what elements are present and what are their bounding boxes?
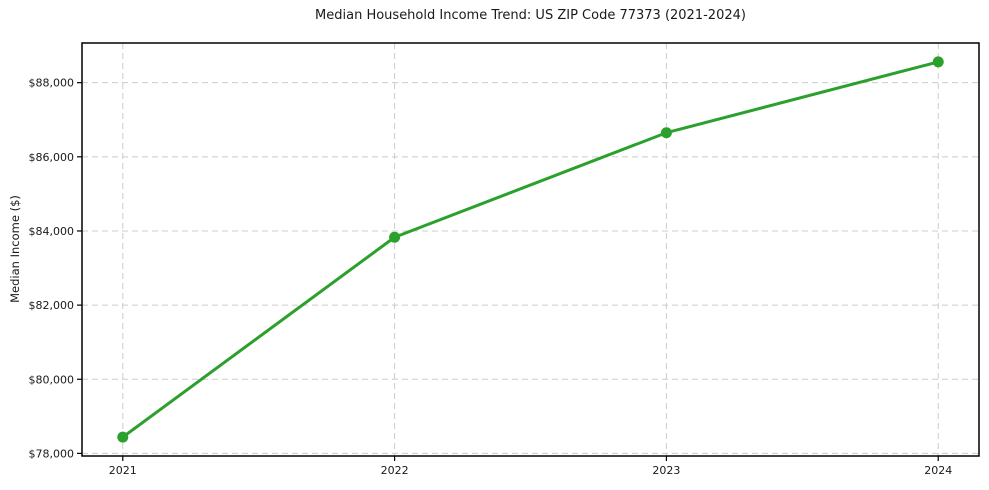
- data-point-marker: [389, 231, 401, 243]
- data-point-marker: [660, 127, 672, 139]
- y-tick-label: $88,000: [29, 77, 75, 90]
- y-tick-label: $80,000: [29, 373, 75, 386]
- y-tick-label: $86,000: [29, 151, 75, 164]
- y-tick-label: $84,000: [29, 225, 75, 238]
- chart-title: Median Household Income Trend: US ZIP Co…: [315, 8, 746, 23]
- y-tick-label: $82,000: [29, 299, 75, 312]
- x-tick-label: 2022: [381, 464, 409, 477]
- x-tick-label: 2024: [924, 464, 952, 477]
- y-tick-label: $78,000: [29, 447, 75, 460]
- x-tick-label: 2023: [652, 464, 680, 477]
- income-trend-line: [121, 60, 940, 439]
- x-tick-label: 2021: [109, 464, 137, 477]
- plot-border: [81, 42, 980, 457]
- data-point-marker: [932, 56, 944, 68]
- data-point-marker: [117, 431, 129, 443]
